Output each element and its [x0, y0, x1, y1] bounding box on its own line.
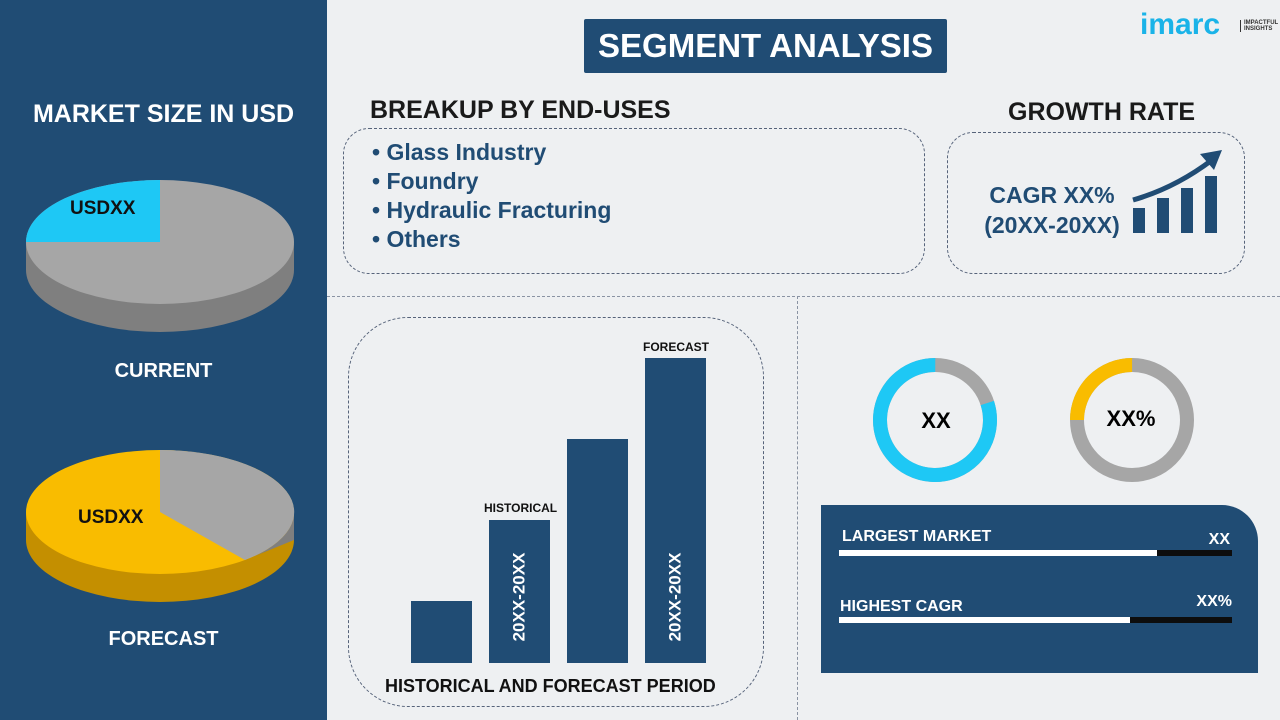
bar-1 [411, 600, 472, 663]
bar-chart-box [348, 317, 764, 707]
current-pie [26, 180, 294, 332]
page-title: SEGMENT ANALYSIS [584, 19, 947, 73]
cagr-text: CAGR XX% (20XX-20XX) [984, 182, 1120, 238]
list-item: Hydraulic Fracturing [372, 196, 611, 225]
highest-cagr-label: HIGHEST CAGR [840, 598, 963, 615]
largest-market-value: XX [1208, 531, 1230, 548]
forecast-bar-label: FORECAST [643, 340, 709, 354]
bar-2 [489, 519, 550, 663]
x-axis-label: HISTORICAL AND FORECAST PERIOD [385, 676, 716, 696]
forecast-period: 20XX-20XX [665, 552, 685, 642]
growth-box [947, 132, 1245, 274]
left-panel: MARKET SIZE IN USD USDXX CURRENT USDXX F… [0, 0, 327, 720]
list-item: Glass Industry [372, 138, 611, 167]
breakup-heading: BREAKUP BY END-USES [370, 96, 671, 124]
list-item: Foundry [372, 167, 611, 196]
forecast-pie-gray-slice [160, 449, 295, 560]
bar-4 [645, 358, 706, 663]
imarc-logo: imarc IMPACTFUL INSIGHTS [1140, 8, 1279, 41]
historical-period: 20XX-20XX [509, 552, 529, 642]
current-value: USDXX [70, 198, 136, 219]
bar-3 [567, 438, 628, 663]
forecast-value: USDXX [78, 507, 144, 528]
divider [797, 296, 798, 720]
donut-1-value: XX [921, 408, 951, 433]
largest-market-label: LARGEST MARKET [842, 528, 992, 545]
divider [327, 296, 1280, 297]
forecast-pie [26, 449, 295, 602]
donut-charts [873, 358, 1194, 482]
forecast-label: FORECAST [108, 628, 219, 650]
largest-market-bar [839, 550, 1232, 556]
stats-panel: LARGEST MARKET XX HIGHEST CAGR XX% [821, 505, 1258, 673]
highest-cagr-bar [839, 617, 1232, 623]
highest-cagr-value: XX% [1196, 593, 1232, 610]
breakup-box [343, 128, 925, 274]
donut-2-value: XX% [1106, 406, 1156, 431]
current-label: CURRENT [114, 360, 213, 382]
historical-label: HISTORICAL [484, 501, 558, 515]
growth-chart-icon [1132, 150, 1222, 233]
end-uses-list: Glass Industry Foundry Hydraulic Fractur… [372, 138, 611, 254]
current-pie-highlight-slice [26, 180, 160, 242]
list-item: Others [372, 225, 611, 254]
growth-heading: GROWTH RATE [1008, 98, 1196, 126]
donut-2-fill [1070, 358, 1194, 482]
market-size-heading: MARKET SIZE IN USD [32, 100, 295, 128]
